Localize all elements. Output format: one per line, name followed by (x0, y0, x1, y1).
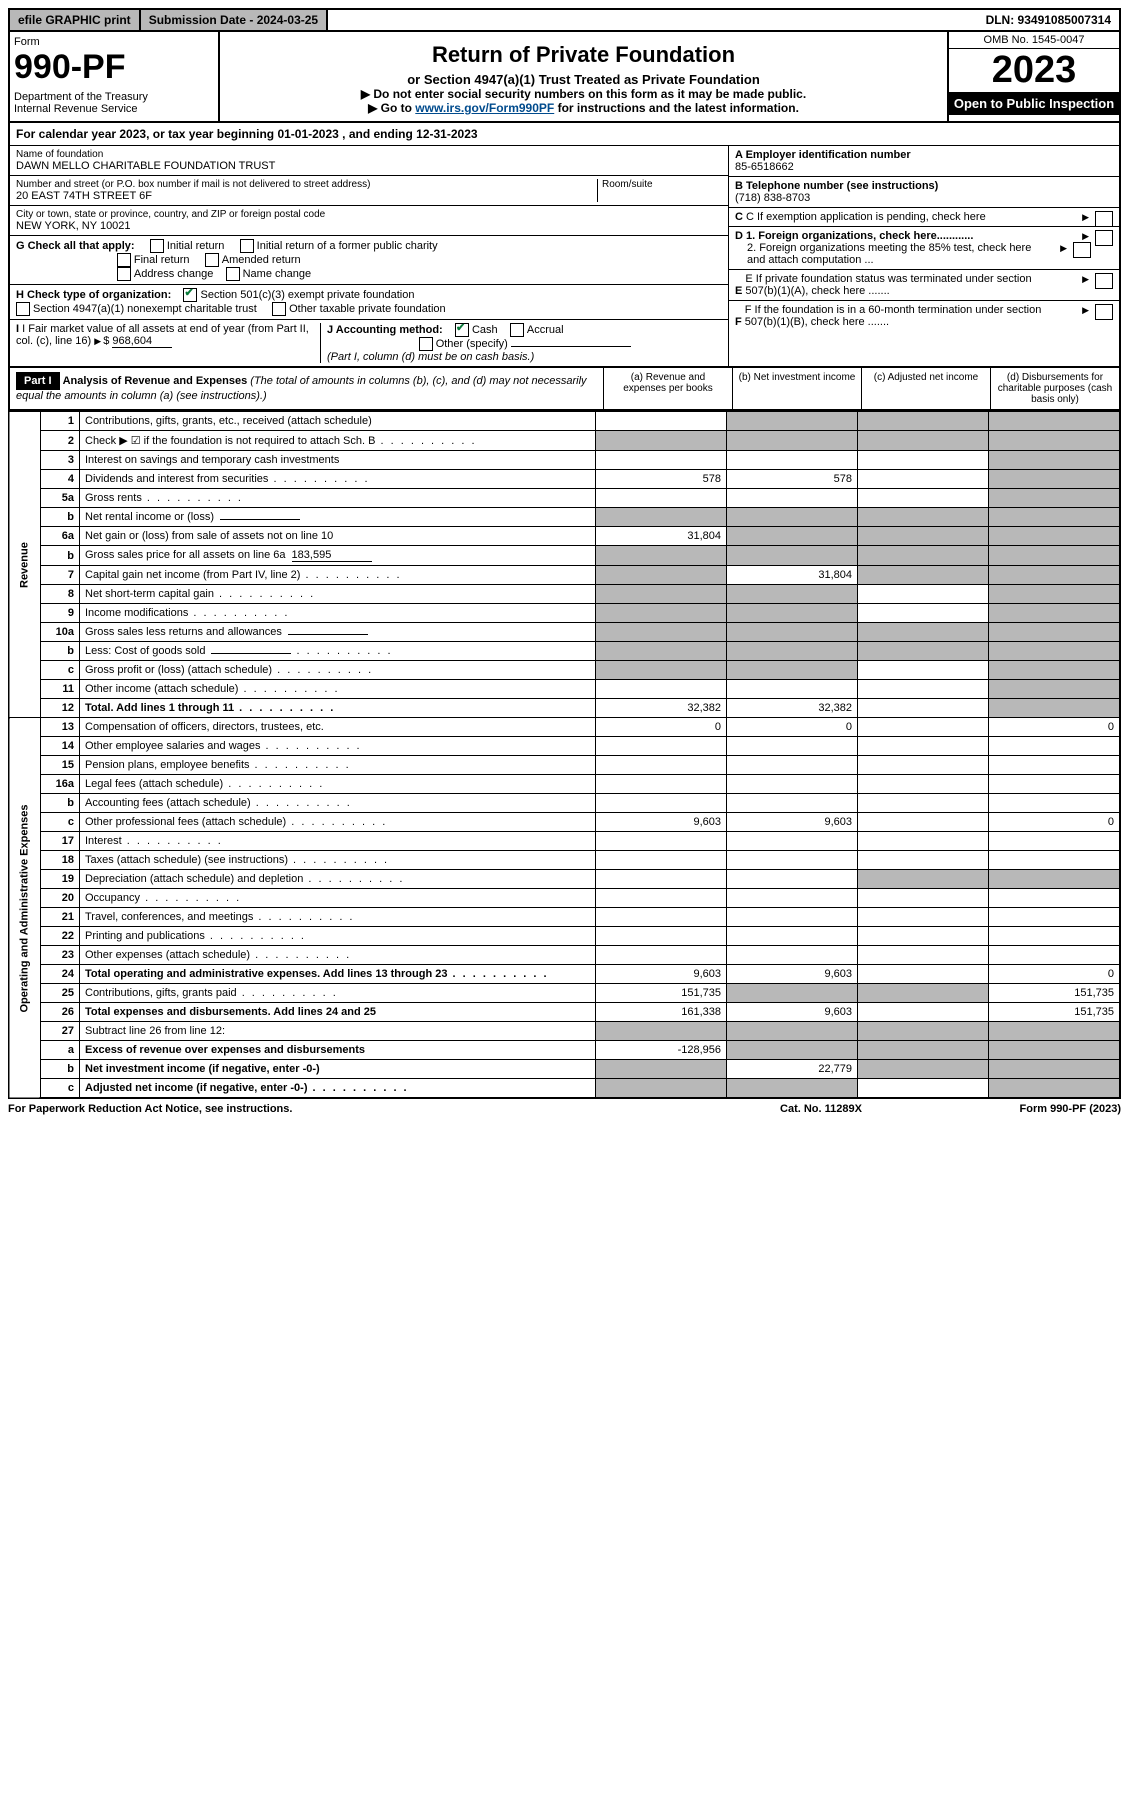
dln: DLN: 93491085007314 (978, 10, 1119, 30)
4947-checkbox[interactable] (16, 302, 30, 316)
ssn-warning: ▶ Do not enter social security numbers o… (226, 87, 941, 101)
irs-link[interactable]: www.irs.gov/Form990PF (415, 101, 554, 115)
accrual-checkbox[interactable] (510, 323, 524, 337)
part1-header-row: Part I Analysis of Revenue and Expenses … (8, 368, 1121, 411)
table-row: 19Depreciation (attach schedule) and dep… (9, 870, 1120, 889)
e-checkbox[interactable] (1095, 273, 1113, 289)
table-row: 23Other expenses (attach schedule) (9, 946, 1120, 965)
header-left: Form 990-PF Department of the Treasury I… (10, 32, 220, 121)
e-cell: E E If private foundation status was ter… (729, 270, 1119, 301)
form-title: Return of Private Foundation (226, 42, 941, 68)
table-row: 25Contributions, gifts, grants paid151,7… (9, 984, 1120, 1003)
form-subtitle: or Section 4947(a)(1) Trust Treated as P… (226, 72, 941, 87)
cat-no: Cat. No. 11289X (721, 1103, 921, 1115)
table-row: 21Travel, conferences, and meetings (9, 908, 1120, 927)
table-row: 7Capital gain net income (from Part IV, … (9, 566, 1120, 585)
city-cell: City or town, state or province, country… (10, 206, 728, 236)
table-row: bNet rental income or (loss) (9, 508, 1120, 527)
table-row: 15Pension plans, employee benefits (9, 756, 1120, 775)
tax-year: 2023 (949, 49, 1119, 92)
part1-table: Revenue1Contributions, gifts, grants, et… (8, 411, 1121, 1099)
col-b-header: (b) Net investment income (732, 368, 861, 409)
address-change-checkbox[interactable] (117, 267, 131, 281)
open-inspection: Open to Public Inspection (949, 92, 1119, 115)
table-row: 4Dividends and interest from securities5… (9, 470, 1120, 489)
form-label: Form (14, 36, 214, 48)
name-change-checkbox[interactable] (226, 267, 240, 281)
table-row: cAdjusted net income (if negative, enter… (9, 1079, 1120, 1099)
section-side-label: Revenue (9, 412, 41, 718)
table-row: 5aGross rents (9, 489, 1120, 508)
paperwork-notice: For Paperwork Reduction Act Notice, see … (8, 1103, 721, 1115)
part1-label: Part I (16, 372, 60, 390)
foundation-name-cell: Name of foundation DAWN MELLO CHARITABLE… (10, 146, 728, 176)
c-checkbox[interactable] (1095, 211, 1113, 227)
table-row: 18Taxes (attach schedule) (see instructi… (9, 851, 1120, 870)
table-row: bGross sales price for all assets on lin… (9, 546, 1120, 566)
f-cell: F F If the foundation is in a 60-month t… (729, 301, 1119, 331)
d2-checkbox[interactable] (1073, 242, 1091, 258)
dept-treasury: Department of the Treasury Internal Reve… (14, 91, 214, 115)
table-row: bLess: Cost of goods sold (9, 642, 1120, 661)
table-row: 11Other income (attach schedule) (9, 680, 1120, 699)
efile-print-button[interactable]: efile GRAPHIC print (10, 10, 141, 30)
goto-note: ▶ Go to www.irs.gov/Form990PF for instru… (226, 101, 941, 115)
table-row: cOther professional fees (attach schedul… (9, 813, 1120, 832)
table-row: bNet investment income (if negative, ent… (9, 1060, 1120, 1079)
form-number: 990-PF (14, 48, 214, 87)
submission-date: Submission Date - 2024-03-25 (141, 10, 328, 30)
page-footer: For Paperwork Reduction Act Notice, see … (8, 1099, 1121, 1119)
table-row: 9Income modifications (9, 604, 1120, 623)
d-cell: D 1. Foreign organizations, check here..… (729, 227, 1119, 270)
col-d-header: (d) Disbursements for charitable purpose… (990, 368, 1119, 409)
table-row: 6aNet gain or (loss) from sale of assets… (9, 527, 1120, 546)
cash-checkbox[interactable] (455, 323, 469, 337)
phone-cell: B Telephone number (see instructions) (7… (729, 177, 1119, 208)
final-return-checkbox[interactable] (117, 253, 131, 267)
f-checkbox[interactable] (1095, 304, 1113, 320)
top-bar: efile GRAPHIC print Submission Date - 20… (8, 8, 1121, 32)
table-row: Operating and Administrative Expenses13C… (9, 718, 1120, 737)
h-check-row: H Check type of organization: Section 50… (10, 285, 728, 320)
table-row: 17Interest (9, 832, 1120, 851)
entity-info: Name of foundation DAWN MELLO CHARITABLE… (8, 146, 1121, 368)
table-row: 22Printing and publications (9, 927, 1120, 946)
table-row: 8Net short-term capital gain (9, 585, 1120, 604)
initial-former-checkbox[interactable] (240, 239, 254, 253)
c-cell: C C If exemption application is pending,… (729, 208, 1119, 227)
col-a-header: (a) Revenue and expenses per books (603, 368, 732, 409)
table-row: aExcess of revenue over expenses and dis… (9, 1041, 1120, 1060)
omb-number: OMB No. 1545-0047 (949, 32, 1119, 49)
form-header: Form 990-PF Department of the Treasury I… (8, 32, 1121, 123)
table-row: cGross profit or (loss) (attach schedule… (9, 661, 1120, 680)
table-row: 24Total operating and administrative exp… (9, 965, 1120, 984)
i-j-row: I I Fair market value of all assets at e… (10, 320, 728, 366)
501c3-checkbox[interactable] (183, 288, 197, 302)
table-row: 2Check ▶ ☑ if the foundation is not requ… (9, 431, 1120, 451)
table-row: 14Other employee salaries and wages (9, 737, 1120, 756)
section-side-label: Operating and Administrative Expenses (9, 718, 41, 1099)
table-row: bAccounting fees (attach schedule) (9, 794, 1120, 813)
other-taxable-checkbox[interactable] (272, 302, 286, 316)
table-row: Revenue1Contributions, gifts, grants, et… (9, 412, 1120, 431)
table-row: 3Interest on savings and temporary cash … (9, 451, 1120, 470)
initial-return-checkbox[interactable] (150, 239, 164, 253)
header-right: OMB No. 1545-0047 2023 Open to Public In… (947, 32, 1119, 121)
table-row: 20Occupancy (9, 889, 1120, 908)
calendar-year-line: For calendar year 2023, or tax year begi… (8, 123, 1121, 146)
address-cell: Number and street (or P.O. box number if… (10, 176, 728, 206)
d1-checkbox[interactable] (1095, 230, 1113, 246)
other-method-checkbox[interactable] (419, 337, 433, 351)
col-c-header: (c) Adjusted net income (861, 368, 990, 409)
ein-cell: A Employer identification number 85-6518… (729, 146, 1119, 177)
table-row: 16aLegal fees (attach schedule) (9, 775, 1120, 794)
g-check-row: G Check all that apply: Initial return I… (10, 236, 728, 285)
table-row: 26Total expenses and disbursements. Add … (9, 1003, 1120, 1022)
table-row: 10aGross sales less returns and allowanc… (9, 623, 1120, 642)
header-center: Return of Private Foundation or Section … (220, 32, 947, 121)
table-row: 12Total. Add lines 1 through 1132,38232,… (9, 699, 1120, 718)
form-ref: Form 990-PF (2023) (921, 1103, 1121, 1115)
table-row: 27Subtract line 26 from line 12: (9, 1022, 1120, 1041)
amended-return-checkbox[interactable] (205, 253, 219, 267)
